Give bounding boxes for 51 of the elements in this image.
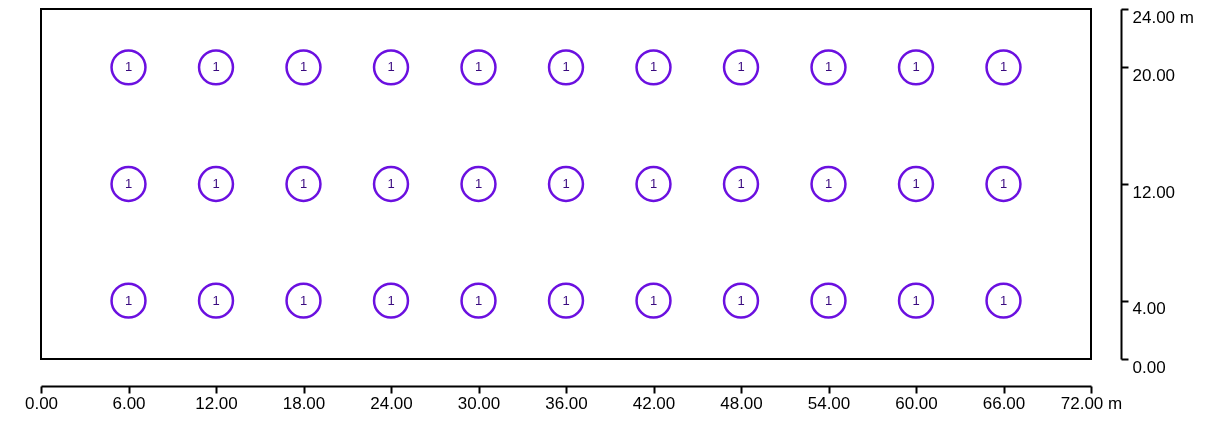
- x-tick-label: 66.00: [982, 393, 1026, 413]
- annotation: 1: [562, 176, 570, 191]
- annotation: 1: [824, 292, 833, 308]
- annotation: 1: [737, 59, 745, 75]
- x-tick-label: 6.00: [112, 393, 146, 413]
- annotation: 1: [649, 176, 658, 191]
- x-tick-label: 54.00: [807, 393, 851, 413]
- annotation: 1: [737, 176, 745, 191]
- annotation: 1: [124, 176, 133, 191]
- x-tick-label: 36.00: [545, 393, 588, 413]
- annotation: 1: [212, 292, 220, 308]
- annotation: 1: [912, 292, 920, 308]
- x-tick-label: 18.00: [282, 393, 326, 413]
- annotation: 1: [999, 292, 1008, 308]
- y-tick-label: 24.00 m: [1132, 7, 1194, 27]
- annotation: 1: [474, 292, 483, 308]
- x-tick-label: 24.00: [370, 393, 413, 413]
- annotation: 1: [474, 176, 483, 191]
- y-tick-label: 12.00: [1132, 182, 1176, 202]
- annotation: 1: [562, 59, 570, 75]
- annotation: 1: [299, 176, 308, 191]
- x-tick-label: 42.00: [632, 393, 676, 413]
- annotation: 1: [124, 59, 133, 75]
- annotation: 1: [824, 176, 833, 191]
- y-tick-label: 0.00: [1132, 357, 1166, 377]
- annotation: 1: [912, 176, 920, 191]
- y-tick-label: 20.00: [1132, 65, 1176, 85]
- annotation: 1: [649, 59, 658, 75]
- annotation: 1: [824, 59, 833, 75]
- annotation: 1: [299, 59, 308, 75]
- x-tick-label: 0.00: [24, 393, 59, 413]
- annotation: 1: [999, 176, 1008, 191]
- annotation: 1: [387, 292, 395, 308]
- annotation: 1: [999, 59, 1008, 75]
- x-tick-label: 48.00: [720, 393, 763, 413]
- annotation: 1: [212, 176, 220, 191]
- annotation: 1: [299, 292, 308, 308]
- x-tick-label: 60.00: [895, 393, 938, 413]
- annotation: 1: [649, 292, 658, 308]
- annotation: 1: [387, 176, 395, 191]
- annotation: 1: [562, 292, 570, 308]
- annotation: 1: [387, 59, 395, 75]
- x-tick-label: 12.00: [195, 393, 238, 413]
- annotation: 1: [474, 59, 483, 75]
- x-tick-label: 30.00: [457, 393, 501, 413]
- y-tick-label: 4.00: [1132, 299, 1166, 319]
- annotation: 1: [737, 292, 745, 308]
- annotation: 1: [912, 59, 920, 75]
- x-tick-label: 72.00 m: [1060, 393, 1123, 413]
- annotation: 1: [212, 59, 220, 75]
- annotation: 1: [124, 292, 133, 308]
